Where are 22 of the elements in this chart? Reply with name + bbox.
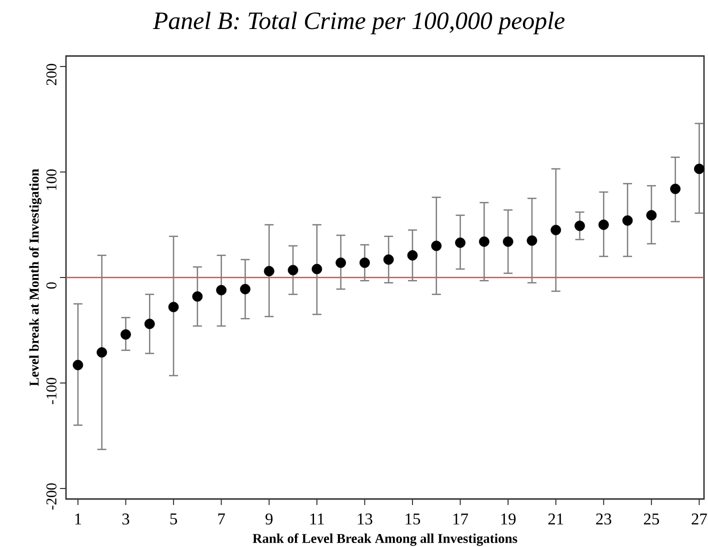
x-tick-label: 21: [548, 514, 564, 524]
x-tick-label: 9: [266, 514, 273, 525]
x-tick-label: 15: [406, 514, 420, 525]
y-tick-label: -200: [46, 483, 56, 510]
x-tick-label: 11: [310, 514, 324, 524]
x-tick-label: 23: [596, 514, 612, 525]
x-tick-label: 3: [122, 514, 130, 525]
x-tick-label: 13: [358, 514, 372, 525]
x-tick-label: 17: [453, 514, 468, 524]
y-tick-label: 0: [46, 282, 56, 289]
x-tick-label: 27: [692, 514, 707, 524]
y-tick-label: -100: [46, 378, 56, 404]
x-tick-label: 25: [644, 514, 660, 525]
x-tick-label: 19: [501, 514, 516, 525]
chart-title: Panel B: Total Crime per 100,000 people: [152, 12, 565, 34]
x-tick-label: 5: [170, 514, 177, 524]
y-tick-label: 200: [46, 64, 56, 86]
y-tick-label: 100: [46, 169, 56, 190]
x-tick-label: 7: [218, 514, 225, 524]
x-axis-title: Rank of Level Break Among all Investigations: [252, 533, 518, 546]
x-tick-label: 1: [75, 514, 82, 524]
y-axis-title: Level break at Month of Investigation: [29, 168, 42, 386]
